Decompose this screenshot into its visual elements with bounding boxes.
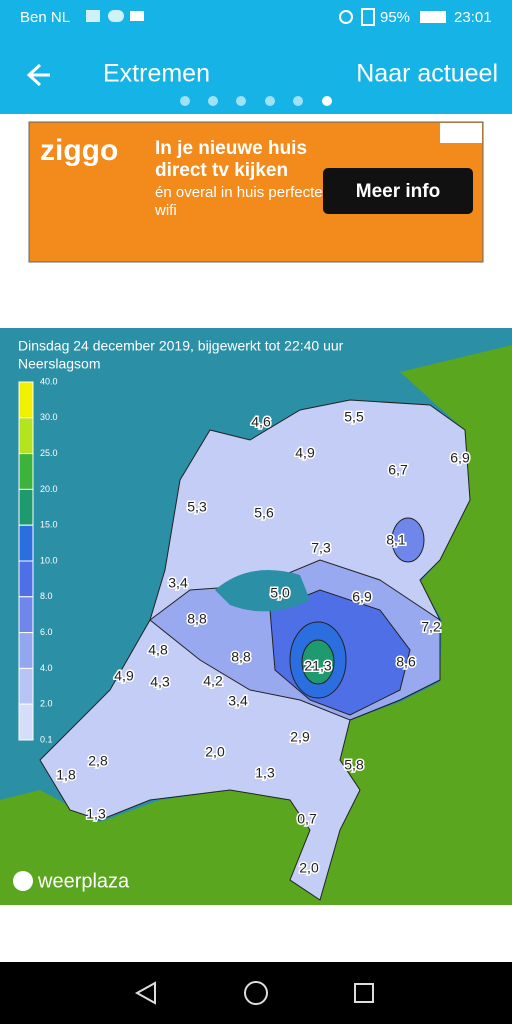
rain-zone bbox=[301, 639, 335, 685]
action-button[interactable]: Naar actueel bbox=[356, 60, 498, 88]
message-icon bbox=[130, 11, 144, 21]
rain-total: 1,3 bbox=[255, 765, 275, 781]
rain-total: 1,3 bbox=[86, 806, 106, 822]
legend-label: 2.0 bbox=[40, 699, 53, 709]
rain-total: 1,8 bbox=[56, 767, 76, 783]
legend-label: 25.0 bbox=[40, 448, 58, 458]
ad-headline: In je nieuwe huis direct tv kijken bbox=[155, 138, 308, 181]
map-title: Dinsdag 24 december 2019, bijgewerkt tot… bbox=[18, 338, 344, 354]
rain-total: 5,0 bbox=[270, 585, 290, 601]
rain-total: 7,2 bbox=[421, 619, 441, 635]
battery-level: 95% bbox=[380, 9, 410, 26]
rain-total: 5,8 bbox=[344, 757, 364, 773]
legend-swatch bbox=[18, 488, 34, 526]
rain-total: 8,8 bbox=[187, 611, 207, 627]
legend-label: 20.0 bbox=[40, 484, 58, 494]
rain-zone bbox=[391, 517, 425, 563]
page-title: Extremen bbox=[103, 60, 210, 88]
legend-label: 4.0 bbox=[40, 663, 53, 673]
rain-total: 3,4 bbox=[228, 693, 248, 709]
wifi-icon bbox=[108, 10, 124, 22]
map: Dinsdag 24 december 2019, bijgewerkt tot… bbox=[0, 328, 512, 905]
back-button[interactable] bbox=[26, 63, 50, 87]
battery-icon bbox=[420, 11, 446, 23]
legend-label: 40.0 bbox=[40, 376, 58, 386]
rain-total: 2,8 bbox=[88, 753, 108, 769]
brand-logo bbox=[13, 871, 33, 891]
ad-subline: én overal in huis perfecte wifi bbox=[155, 184, 323, 219]
ad-brand: ziggo bbox=[40, 134, 118, 167]
rain-total: 4,8 bbox=[148, 642, 168, 658]
brand: weerplaza bbox=[37, 870, 130, 892]
legend-label: 0.1 bbox=[40, 734, 53, 744]
rain-total: 4,3 bbox=[150, 674, 170, 690]
rain-total: 2,0 bbox=[205, 744, 225, 760]
rain-total: 2,0 bbox=[299, 860, 319, 876]
legend-swatch bbox=[18, 417, 34, 455]
ad-button[interactable] bbox=[323, 168, 473, 214]
legend-label: 8.0 bbox=[40, 591, 53, 601]
rain-total: 5,5 bbox=[344, 409, 364, 425]
rain-total: 4,9 bbox=[114, 668, 134, 684]
rain-total: 8,1 bbox=[386, 532, 406, 548]
rain-total: 3,4 bbox=[168, 575, 188, 591]
rain-total: 8,8 bbox=[231, 649, 251, 665]
ad-button-label: Meer info bbox=[356, 181, 440, 202]
legend-label: 15.0 bbox=[40, 520, 58, 530]
nav-home[interactable] bbox=[244, 981, 268, 1005]
land bbox=[0, 345, 512, 905]
signal-icon bbox=[86, 10, 100, 22]
carrier: Ben NL bbox=[20, 9, 70, 26]
rain-total: 6,9 bbox=[450, 450, 470, 466]
legend-swatch bbox=[18, 632, 34, 669]
legend-swatch bbox=[18, 703, 34, 741]
legend-swatch bbox=[18, 524, 34, 562]
legend-swatch bbox=[18, 667, 34, 705]
rain-total: 8,6 bbox=[396, 654, 416, 670]
rain-total: 4,2 bbox=[203, 673, 223, 689]
rain-total: 6,7 bbox=[388, 462, 408, 478]
rain-total: 21,3 bbox=[304, 658, 331, 674]
legend-swatch bbox=[18, 596, 34, 634]
legend-swatch bbox=[18, 381, 34, 419]
legend-label: 30.0 bbox=[40, 412, 58, 422]
rain-total: 6,9 bbox=[352, 589, 372, 605]
ad-choices[interactable] bbox=[440, 123, 482, 143]
rain-total: 4,6 bbox=[251, 414, 271, 430]
legend-swatch bbox=[18, 453, 34, 490]
nav-recent[interactable] bbox=[354, 983, 374, 1003]
rain-total: 5,3 bbox=[187, 499, 207, 515]
rain-total: 0,7 bbox=[297, 811, 317, 827]
legend-label: 10.0 bbox=[40, 555, 58, 565]
legend-label: 6.0 bbox=[40, 627, 53, 637]
legend: 40.0 30.0 25.0 20.0 15.0 10.0 8.0 6.0 4.0 2.0 0.1 bbox=[18, 376, 58, 744]
eye-icon bbox=[339, 10, 353, 24]
map-labels: 4,6 5,5 4,9 6,7 6,9 5,3 5,6 8,1 7,3 3,4 5,0 6,9 8,8 7… bbox=[55, 407, 472, 877]
legend-swatch bbox=[18, 560, 34, 598]
advertisement[interactable]: ziggo In je nieuwe huis direct tv kijken… bbox=[28, 121, 484, 263]
page-indicator bbox=[180, 96, 332, 106]
nav-bar bbox=[0, 962, 512, 1024]
vibrate-icon bbox=[361, 8, 375, 26]
map-subtitle: Neerslagsom bbox=[18, 356, 100, 372]
app-bar bbox=[0, 38, 512, 114]
rain-total: 4,9 bbox=[295, 445, 315, 461]
lake bbox=[215, 570, 310, 612]
clock: 23:01 bbox=[454, 9, 492, 26]
rain-total: 2,9 bbox=[290, 729, 310, 745]
rain-total: 5,6 bbox=[254, 505, 274, 521]
rain-total: 7,3 bbox=[311, 540, 331, 556]
nav-back[interactable] bbox=[134, 981, 156, 1005]
ad-text: In je nieuwe huis direct tv kijken én ov… bbox=[155, 138, 323, 219]
